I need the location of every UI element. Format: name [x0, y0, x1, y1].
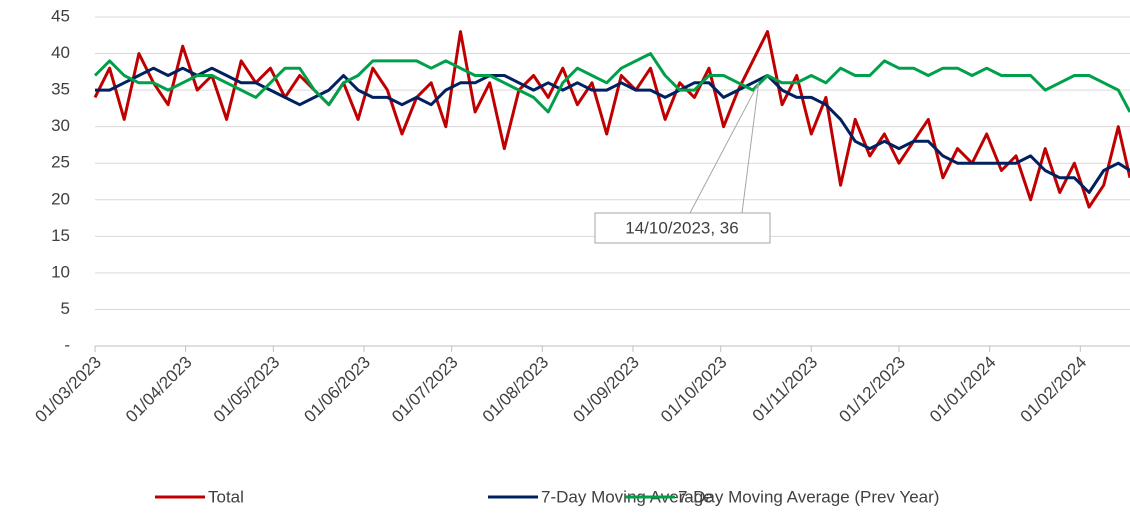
x-tick-label: 01/10/2023: [657, 353, 731, 427]
y-tick-label: 20: [51, 189, 70, 208]
x-tick-label: 01/09/2023: [569, 353, 643, 427]
x-tick-label: 01/08/2023: [479, 353, 553, 427]
series-line: [93, 52, 1130, 114]
y-tick-label: 30: [51, 116, 70, 135]
y-tick-label: 35: [51, 80, 70, 99]
callout-box: [594, 212, 771, 244]
x-tick-label: 01/02/2024: [1017, 353, 1091, 427]
y-tick-label: 10: [51, 262, 70, 281]
series-line: [93, 30, 1130, 209]
x-tick-label: 01/03/2023: [31, 353, 105, 427]
legend-label: Total: [208, 487, 244, 506]
legend-label: 7-Day Moving Average (Prev Year): [678, 487, 939, 506]
x-tick-label: 01/05/2023: [210, 353, 284, 427]
x-tick-label: 01/07/2023: [388, 353, 462, 427]
series-line: [95, 66, 1130, 194]
x-tick-label: 01/06/2023: [300, 353, 374, 427]
y-tick-label: -: [64, 335, 70, 354]
y-tick-label: 15: [51, 226, 70, 245]
y-tick-label: 45: [51, 6, 70, 25]
x-tick-label: 01/04/2023: [122, 353, 196, 427]
x-tick-label: 01/11/2023: [749, 353, 822, 426]
x-tick-label: 01/01/2024: [926, 353, 1000, 427]
y-tick-label: 40: [51, 43, 70, 62]
y-tick-label: 5: [61, 299, 70, 318]
x-tick-label: 01/12/2023: [835, 353, 909, 427]
callout-label: 14/10/2023, 36: [625, 218, 738, 237]
callout-pointer: [689, 82, 760, 214]
y-tick-label: 25: [51, 153, 70, 172]
